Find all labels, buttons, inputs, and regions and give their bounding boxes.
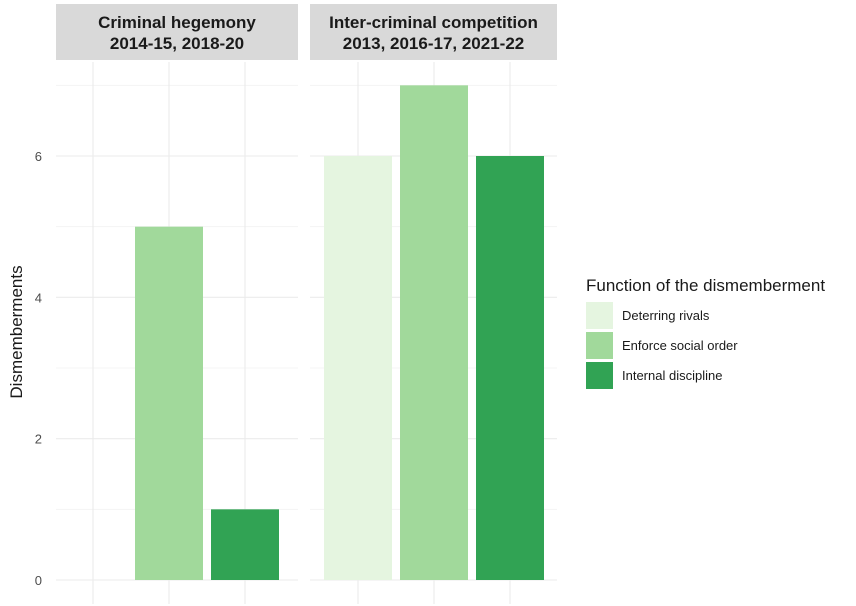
facet-title-line: 2014-15, 2018-20 <box>110 34 244 53</box>
facet-title-line: Inter-criminal competition <box>329 13 538 32</box>
bar <box>324 156 392 580</box>
facet-strip <box>56 4 298 60</box>
facet-panel: Inter-criminal competition 2013, 2016-17,… <box>310 4 557 604</box>
legend-swatch <box>586 332 613 359</box>
bar <box>400 85 468 580</box>
y-axis-title: Dismemberments <box>7 265 26 398</box>
bar <box>476 156 544 580</box>
y-tick-label: 2 <box>35 432 42 447</box>
legend: Function of the dismemberment Deterring … <box>586 276 825 389</box>
y-tick-label: 0 <box>35 573 42 588</box>
legend-title: Function of the dismemberment <box>586 276 825 295</box>
facet-title-line: 2013, 2016-17, 2021-22 <box>343 34 525 53</box>
y-axis-ticks: 0 2 4 6 <box>35 149 42 588</box>
legend-label: Deterring rivals <box>622 308 710 323</box>
bar <box>211 509 279 580</box>
legend-swatch <box>586 302 613 329</box>
facet-strip <box>310 4 557 60</box>
panels: Criminal hegemony 2014-15, 2018-20 Inter-c… <box>56 4 557 604</box>
y-tick-label: 6 <box>35 149 42 164</box>
bar <box>135 226 203 580</box>
facet-panel: Criminal hegemony 2014-15, 2018-20 <box>56 4 298 604</box>
facet-title-line: Criminal hegemony <box>98 13 256 32</box>
y-tick-label: 4 <box>35 290 42 305</box>
legend-label: Internal discipline <box>622 368 722 383</box>
legend-label: Enforce social order <box>622 338 738 353</box>
legend-swatch <box>586 362 613 389</box>
